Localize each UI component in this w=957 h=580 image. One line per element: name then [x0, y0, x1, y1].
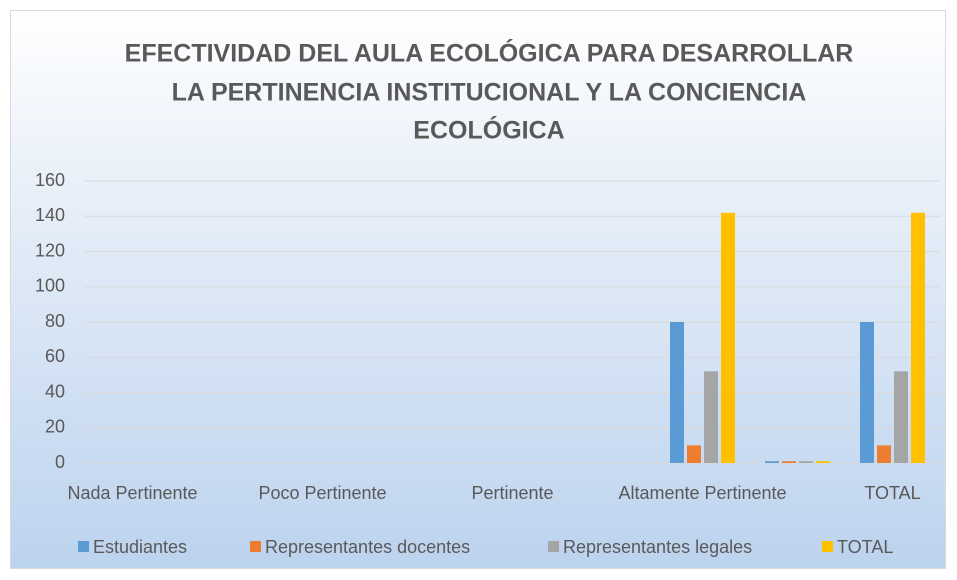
bar [670, 322, 684, 463]
bar [687, 445, 701, 463]
bar [782, 461, 796, 463]
legend-swatch [822, 541, 833, 552]
legend-swatch [78, 541, 89, 552]
bar [877, 445, 891, 463]
legend-swatch [548, 541, 559, 552]
bar [721, 212, 735, 463]
chart-title: ECOLÓGICA [413, 115, 564, 145]
legend-label: Representantes docentes [265, 537, 470, 557]
x-tick-label: TOTAL [864, 483, 920, 503]
legend-label: Representantes legales [563, 537, 752, 557]
x-tick-label: Nada Pertinente [67, 483, 197, 503]
x-tick-label: Altamente Pertinente [618, 483, 786, 503]
x-tick-label: Poco Pertinente [258, 483, 386, 503]
y-tick-label: 60 [45, 346, 65, 366]
y-tick-label: 20 [45, 417, 65, 437]
y-tick-label: 100 [35, 276, 65, 296]
y-tick-label: 80 [45, 311, 65, 331]
legend-label: Estudiantes [93, 537, 187, 557]
chart-title: EFECTIVIDAD DEL AULA ECOLÓGICA PARA DESA… [125, 38, 854, 68]
bar [816, 461, 830, 463]
y-tick-label: 120 [35, 240, 65, 260]
y-tick-label: 40 [45, 381, 65, 401]
y-tick-label: 0 [55, 452, 65, 472]
chart-area [10, 10, 946, 569]
chart-title: LA PERTINENCIA INSTITUCIONAL Y LA CONCIE… [172, 79, 807, 107]
bar [911, 212, 925, 463]
x-tick-label: Pertinente [471, 483, 553, 503]
legend-swatch [250, 541, 261, 552]
legend-label: TOTAL [837, 537, 893, 557]
bar [860, 322, 874, 463]
bar [799, 461, 813, 463]
bar [704, 371, 718, 463]
y-tick-label: 140 [35, 205, 65, 225]
bar [894, 371, 908, 463]
y-tick-label: 160 [35, 170, 65, 190]
bar [765, 461, 779, 463]
